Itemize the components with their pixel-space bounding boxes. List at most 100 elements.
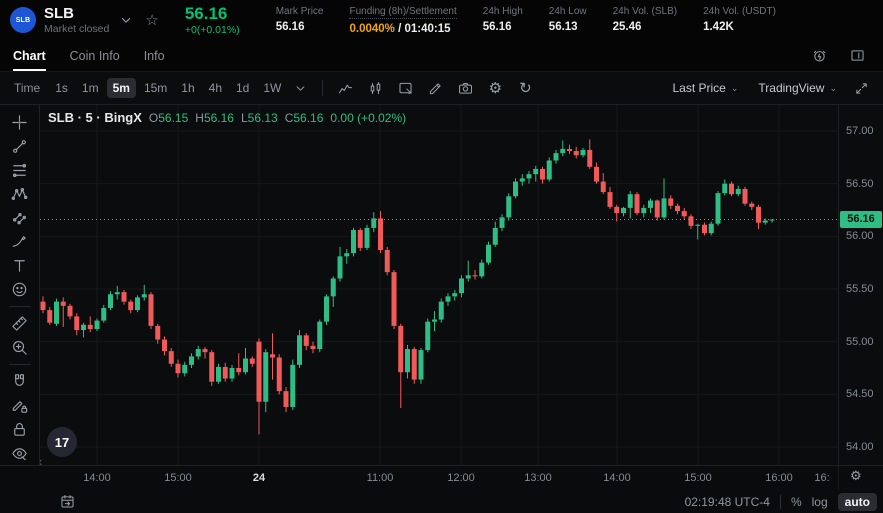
- price-tick-56.00: 56.00: [846, 230, 874, 243]
- brush-icon[interactable]: [6, 230, 34, 254]
- time-axis[interactable]: ⚙ 14:00 15:00 24 11:00 12:00 13:00 14:00 15:00 1…: [0, 465, 883, 491]
- 24h-high-label: 24h High: [482, 5, 523, 17]
- time-label: Time: [14, 81, 41, 95]
- log-scale-toggle[interactable]: log: [811, 494, 828, 509]
- tab-bar: Chart Coin Info Info: [0, 40, 883, 72]
- emoji-icon[interactable]: [6, 277, 34, 301]
- 24h-vol-usdt-label: 24h Vol. (USDT): [703, 5, 776, 17]
- fib-lines-icon[interactable]: [6, 158, 34, 182]
- last-price-dropdown[interactable]: Last Price ⌄: [672, 81, 739, 95]
- instrument-header: SLB SLB Market closed ☆ 56.16 +0(+0.01%)…: [0, 0, 883, 40]
- interval-1h[interactable]: 1h: [181, 81, 195, 95]
- xabcd-pattern-icon[interactable]: [6, 182, 34, 206]
- lock-icon[interactable]: [6, 418, 34, 442]
- drawing-toolbar: [0, 105, 40, 465]
- price-axis[interactable]: 56.16 57.00 56.50 56.00 55.50 55.00 54.50 54.0…: [838, 105, 883, 465]
- symbol-block[interactable]: SLB Market closed: [44, 5, 109, 34]
- candle-style-icon[interactable]: [363, 76, 387, 100]
- projection-icon[interactable]: [6, 206, 34, 230]
- refresh-icon[interactable]: ↻: [519, 79, 532, 97]
- interval-1m[interactable]: 1m: [81, 81, 99, 95]
- chevron-down-icon[interactable]: [119, 13, 133, 27]
- time-tick-1300: 13:00: [524, 472, 552, 484]
- draw-icon[interactable]: [423, 76, 447, 100]
- settings-gear-icon[interactable]: ⚙: [488, 79, 503, 97]
- price-tick-56.50: 56.50: [846, 177, 874, 190]
- go-to-date-icon[interactable]: [55, 490, 79, 513]
- price-change: +0(+0.01%): [184, 23, 240, 36]
- time-tick-1400: 14:00: [83, 472, 111, 484]
- collapse-drawing-toolbar-icon[interactable]: ‹: [40, 454, 42, 465]
- tab-chart[interactable]: Chart: [13, 40, 46, 71]
- 24h-vol-usdt-stat: 24h Vol. (USDT) 1.42K: [703, 6, 776, 35]
- legend-open: 56.15: [158, 110, 189, 125]
- trendline-icon[interactable]: [6, 135, 34, 159]
- last-price: 56.16: [184, 3, 228, 23]
- chevron-down-icon: ⌄: [730, 82, 739, 93]
- time-tick-1200: 12:00: [447, 472, 475, 484]
- chart-region: SLB · 5 · BingX O56.15 H56.16 L56.13 C56…: [0, 105, 883, 465]
- interval-1W[interactable]: 1W: [263, 81, 282, 95]
- eye-hide-icon[interactable]: [6, 441, 34, 465]
- tradingview-watermark[interactable]: 17: [47, 427, 77, 457]
- status-bar: 02:19:48 UTC-4 % log auto: [0, 490, 883, 513]
- time-tick-1500: 15:00: [164, 472, 192, 484]
- draw-lock-icon[interactable]: [6, 394, 34, 418]
- chevron-down-icon: ⌄: [829, 82, 837, 93]
- 24h-low-stat: 24h Low 56.13: [549, 6, 587, 35]
- panel-toggle-icon[interactable]: [845, 44, 869, 68]
- legend-change: 0.00 (+0.02%): [330, 110, 407, 125]
- 24h-vol-slb-stat: 24h Vol. (SLB) 25.46: [613, 6, 677, 35]
- toolbar-divider: [8, 364, 31, 366]
- 24h-vol-slb-value: 25.46: [612, 20, 642, 33]
- time-tick-16: 16:: [814, 472, 830, 484]
- axis-settings-gear-icon[interactable]: ⚙: [850, 468, 862, 483]
- time-tick-1500: 15:00: [684, 472, 712, 484]
- interval-15m[interactable]: 15m: [143, 81, 168, 95]
- alarm-icon[interactable]: [807, 44, 831, 68]
- more-intervals-chevron-icon[interactable]: [288, 76, 312, 100]
- star-icon[interactable]: ☆: [145, 12, 159, 29]
- legend-low: 56.13: [247, 110, 278, 125]
- candlestick-chart[interactable]: [40, 105, 838, 465]
- expand-icon[interactable]: [849, 76, 873, 100]
- camera-icon[interactable]: [453, 76, 477, 100]
- time-tick-24: 24: [252, 472, 266, 484]
- tradingview-dropdown[interactable]: TradingView ⌄: [758, 81, 837, 95]
- 24h-high-value: 56.16: [482, 20, 512, 33]
- tabbar-icons: [807, 44, 869, 68]
- magnet-icon[interactable]: [6, 370, 34, 394]
- price-block: 56.16 +0(+0.01%): [185, 4, 240, 37]
- mark-price-label: Mark Price: [275, 5, 324, 17]
- chart-canvas[interactable]: SLB · 5 · BingX O56.15 H56.16 L56.13 C56…: [40, 105, 838, 465]
- percent-scale-toggle[interactable]: %: [790, 494, 802, 509]
- interval-4h[interactable]: 4h: [208, 81, 222, 95]
- toolbar-divider: [8, 305, 31, 307]
- layout-template-icon[interactable]: [393, 76, 417, 100]
- time-tick-1600: 16:00: [765, 472, 793, 484]
- tab-coin-info[interactable]: Coin Info: [69, 48, 120, 63]
- interval-1s[interactable]: 1s: [55, 81, 68, 95]
- legend-high: 56.16: [203, 110, 234, 125]
- last-price-axis-badge: 56.16: [840, 210, 882, 228]
- toolbar-right: Last Price ⌄ TradingView ⌄: [665, 76, 874, 100]
- timezone-clock[interactable]: 02:19:48 UTC-4: [684, 494, 770, 509]
- funding-settlement-value: 0.0040% / 01:40:15: [349, 22, 451, 35]
- interval-1d[interactable]: 1d: [236, 81, 250, 95]
- interval-group: 1s 1m 5m 15m 1h 4h 1d 1W: [48, 78, 288, 98]
- tab-info[interactable]: Info: [143, 48, 165, 63]
- auto-scale-toggle[interactable]: auto: [837, 492, 877, 511]
- 24h-vol-usdt-value: 1.42K: [703, 20, 734, 33]
- symbol-name: SLB: [44, 5, 74, 23]
- text-tool-icon[interactable]: [6, 253, 34, 277]
- price-tick-55.50: 55.50: [846, 283, 874, 295]
- price-tick-57.00: 57.00: [846, 125, 874, 137]
- toolbar-divider: [322, 80, 324, 96]
- legend-close: 56.16: [293, 110, 324, 125]
- zoom-in-icon[interactable]: [6, 335, 34, 359]
- indicators-icon[interactable]: [333, 76, 357, 100]
- chart-legend: SLB · 5 · BingX O56.15 H56.16 L56.13 C56…: [48, 110, 407, 125]
- interval-5m[interactable]: 5m: [106, 78, 136, 98]
- crosshair-icon[interactable]: [6, 111, 34, 135]
- ruler-icon[interactable]: [6, 312, 34, 336]
